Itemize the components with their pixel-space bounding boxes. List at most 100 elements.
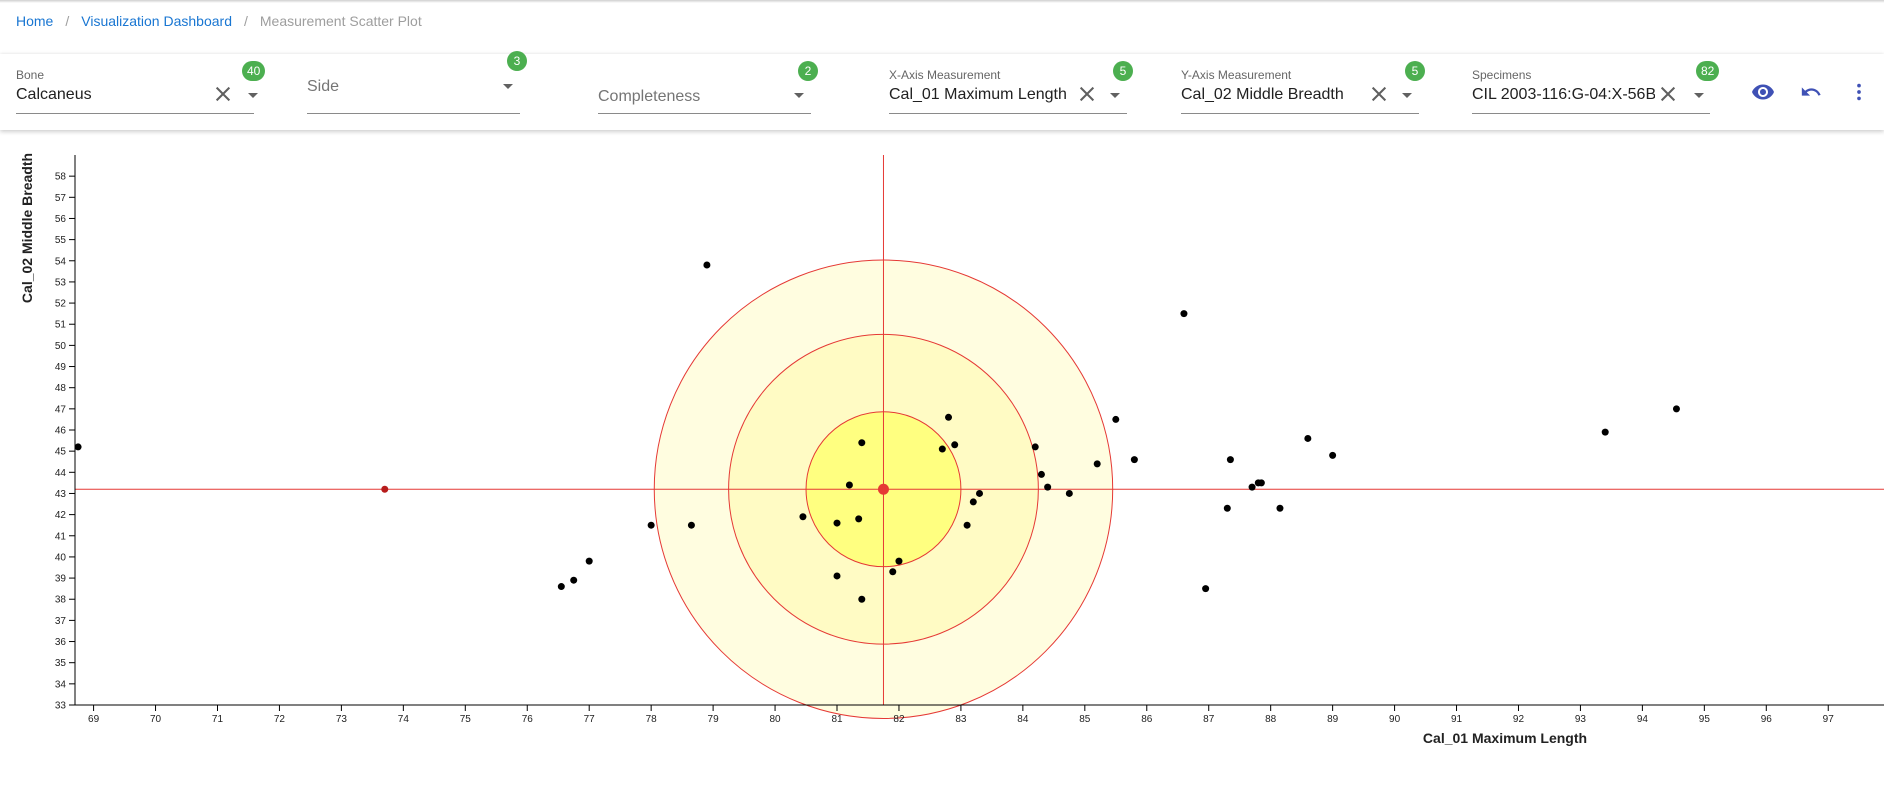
- completeness-count-badge: 2: [798, 61, 818, 81]
- data-point: [1257, 479, 1265, 487]
- data-point: [570, 576, 578, 584]
- y-tick-label: 40: [55, 552, 67, 563]
- y-tick-label: 35: [55, 658, 67, 669]
- x-axis-count-badge: 5: [1113, 61, 1133, 81]
- x-tick-label: 80: [769, 714, 781, 725]
- bone-clear-icon[interactable]: [213, 83, 233, 105]
- data-point: [1031, 443, 1039, 451]
- y-tick-label: 42: [55, 510, 67, 521]
- y-tick-label: 45: [55, 447, 67, 458]
- reference-point: [381, 485, 389, 493]
- y-tick-label: 46: [55, 426, 67, 437]
- side-chevron-down-icon[interactable]: [503, 84, 513, 89]
- crosshair: [75, 155, 1884, 705]
- y-tick-label: 34: [55, 679, 67, 690]
- x-axis-measurement-select[interactable]: X-Axis Measurement Cal_01 Maximum Length…: [889, 61, 1133, 114]
- data-point: [833, 519, 841, 527]
- y-axis-count-badge: 5: [1405, 61, 1425, 81]
- bone-count-badge: 40: [242, 61, 266, 81]
- y-axis-clear-icon[interactable]: [1369, 83, 1389, 105]
- x-tick-label: 75: [460, 714, 472, 725]
- data-point: [963, 521, 971, 529]
- data-point: [1202, 585, 1210, 593]
- x-tick-label: 87: [1203, 714, 1215, 725]
- y-tick-label: 54: [55, 256, 67, 267]
- data-point: [889, 568, 897, 576]
- data-point: [855, 515, 863, 523]
- data-point: [1223, 504, 1231, 512]
- x-tick-label: 96: [1761, 714, 1773, 725]
- x-axis-measurement-label: X-Axis Measurement: [889, 68, 1001, 82]
- eye-icon[interactable]: [1749, 78, 1777, 106]
- breadcrumb-home-link[interactable]: Home: [16, 13, 54, 29]
- scatter-plot[interactable]: 69 70 71 72 73 74 75 76 77 78 79 80 81 82 83 84 85 86 87 88…: [0, 150, 1884, 750]
- specimens-chevron-down-icon[interactable]: [1694, 93, 1704, 98]
- x-axis-measurement-value: Cal_01 Maximum Length: [889, 86, 1067, 103]
- x-tick-label: 78: [646, 714, 658, 725]
- x-tick-label: 85: [1079, 714, 1091, 725]
- y-tick-label: 52: [55, 299, 67, 310]
- y-axis-measurement-select[interactable]: Y-Axis Measurement Cal_02 Middle Breadth…: [1181, 61, 1425, 114]
- breadcrumb: Home / Visualization Dashboard / Measure…: [16, 13, 422, 29]
- x-tick-label: 72: [274, 714, 286, 725]
- x-tick-label: 82: [893, 714, 905, 725]
- x-tick-label: 73: [336, 714, 348, 725]
- y-axis-title: Cal_02 Middle Breadth: [19, 153, 35, 303]
- x-tick-label: 92: [1513, 714, 1525, 725]
- y-tick-label: 50: [55, 341, 67, 352]
- undo-icon[interactable]: [1797, 78, 1825, 106]
- y-tick-label: 56: [55, 214, 67, 225]
- data-point: [1276, 504, 1284, 512]
- specimens-value: CIL 2003-116:G-04:X-56B:: [1472, 86, 1655, 103]
- data-point: [1037, 470, 1045, 478]
- x-tick-label: 81: [831, 714, 843, 725]
- x-axis-chevron-down-icon[interactable]: [1110, 93, 1120, 98]
- x-tick-label: 90: [1389, 714, 1401, 725]
- data-points: [74, 261, 1680, 603]
- x-tick-label: 91: [1451, 714, 1463, 725]
- breadcrumb-dashboard-link[interactable]: Visualization Dashboard: [81, 13, 232, 29]
- completeness-select[interactable]: Completeness 2: [598, 61, 818, 114]
- x-tick-label: 84: [1017, 714, 1029, 725]
- y-axis-measurement-value: Cal_02 Middle Breadth: [1181, 86, 1344, 103]
- data-point: [1601, 428, 1609, 436]
- data-point: [1304, 434, 1312, 442]
- axes: 69 70 71 72 73 74 75 76 77 78 79 80 81 82 83 84 85 86 87 88…: [55, 155, 1884, 725]
- data-point: [895, 557, 903, 565]
- side-select[interactable]: Side 3: [307, 51, 527, 114]
- completeness-chevron-down-icon[interactable]: [794, 93, 804, 98]
- top-edge-shadow: [0, 0, 1884, 3]
- y-tick-label: 48: [55, 383, 67, 394]
- y-tick-label: 36: [55, 637, 67, 648]
- y-tick-label: 44: [55, 468, 67, 479]
- x-axis-clear-icon[interactable]: [1077, 83, 1097, 105]
- data-point: [687, 521, 695, 529]
- data-point: [1226, 456, 1234, 464]
- data-point: [1248, 483, 1256, 491]
- specimens-clear-icon[interactable]: [1658, 83, 1678, 105]
- y-axis-measurement-label: Y-Axis Measurement: [1181, 68, 1292, 82]
- breadcrumb-current-page: Measurement Scatter Plot: [259, 13, 422, 29]
- data-point: [1180, 310, 1188, 318]
- data-point: [703, 261, 711, 269]
- x-tick-label: 77: [584, 714, 596, 725]
- data-point: [1044, 483, 1052, 491]
- data-point: [557, 583, 565, 591]
- data-point: [1329, 451, 1337, 459]
- y-tick-label: 53: [55, 277, 67, 288]
- y-tick-label: 43: [55, 489, 67, 500]
- y-axis-chevron-down-icon[interactable]: [1402, 93, 1412, 98]
- x-tick-label: 83: [955, 714, 967, 725]
- data-point: [1130, 456, 1138, 464]
- bone-chevron-down-icon[interactable]: [248, 93, 258, 98]
- x-tick-label: 97: [1823, 714, 1835, 725]
- data-point: [1093, 460, 1101, 468]
- y-tick-label: 55: [55, 235, 67, 246]
- data-point: [74, 443, 82, 451]
- more-vertical-icon[interactable]: [1845, 78, 1873, 106]
- specimens-select[interactable]: Specimens CIL 2003-116:G-04:X-56B: 82: [1472, 61, 1720, 114]
- y-tick-label: 49: [55, 362, 67, 373]
- data-point: [969, 498, 977, 506]
- data-point: [945, 413, 953, 421]
- bone-select[interactable]: Bone Calcaneus 40: [16, 61, 266, 114]
